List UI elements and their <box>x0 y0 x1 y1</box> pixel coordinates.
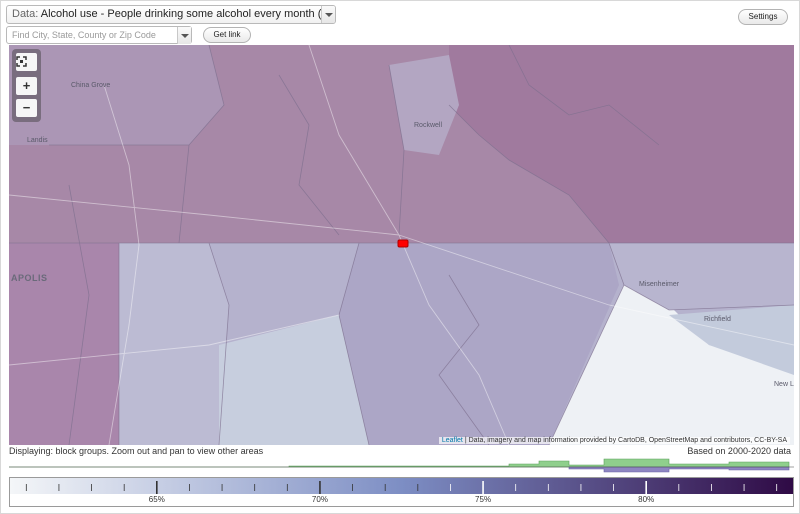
map-attribution: Leaflet | Data, imagery and map informat… <box>438 437 790 444</box>
map-region-light-triangle <box>549 285 794 445</box>
data-select-prefix: Data: <box>12 8 39 20</box>
legend-color-bar <box>10 478 793 494</box>
legend-tick-label: 70% <box>311 495 328 504</box>
zoom-in-button[interactable]: + <box>16 77 37 95</box>
map-region-richfield <box>669 305 794 375</box>
zoom-out-button[interactable]: − <box>16 99 37 117</box>
map-region-south-central <box>339 243 619 445</box>
fullscreen-icon <box>16 56 27 67</box>
place-label-rockwell: Rockwell <box>414 122 443 129</box>
place-label-apolis: APOLIS <box>11 273 48 283</box>
map-region-northwest <box>9 45 224 145</box>
place-label-china-grove: China Grove <box>71 82 111 89</box>
map-region-west-strip <box>9 243 119 445</box>
attribution-text: | Data, imagery and map information prov… <box>462 437 787 444</box>
data-select[interactable]: Data: Alcohol use - People drinking some… <box>6 5 336 24</box>
fullscreen-button[interactable] <box>16 53 37 71</box>
map-canvas <box>9 45 794 445</box>
data-select-value: Alcohol use - People drinking some alcoh… <box>40 8 335 20</box>
map-roads <box>9 45 794 445</box>
search-placeholder: Find City, State, County or Zip Code <box>12 30 156 40</box>
place-label-landis: Landis <box>27 137 48 144</box>
place-label-richfield: Richfield <box>704 316 731 323</box>
selected-area-highlight[interactable] <box>397 239 409 248</box>
data-years-note: Based on 2000-2020 data <box>687 446 791 456</box>
leaflet-link[interactable]: Leaflet <box>441 437 463 444</box>
place-label-new-l: New L <box>774 381 794 388</box>
zoom-control: + − <box>12 49 41 122</box>
value-histogram <box>9 458 794 473</box>
map-region-misenheimer <box>609 243 794 310</box>
place-label-misenheimer: Misenheimer <box>639 281 680 288</box>
display-level-note: Displaying: block groups. Zoom out and p… <box>9 446 264 456</box>
location-search-input[interactable]: Find City, State, County or Zip Code <box>6 26 192 44</box>
choropleth-map[interactable]: + − China Grove Landis Rockwell APOLIS M… <box>9 45 794 445</box>
legend-tick-label: 80% <box>638 495 655 504</box>
map-region-rockwell <box>389 55 459 155</box>
settings-button[interactable]: Settings <box>738 9 788 25</box>
chevron-down-icon[interactable] <box>321 6 335 23</box>
histogram-green <box>9 458 790 468</box>
legend-tick-label: 75% <box>475 495 492 504</box>
chevron-down-icon[interactable] <box>177 27 191 44</box>
map-region-northeast <box>449 45 794 243</box>
get-link-button[interactable]: Get link <box>203 27 251 43</box>
color-legend: 65% 70% 75% 80% <box>9 477 794 507</box>
legend-gradient <box>10 478 793 494</box>
map-region-south-light <box>219 315 369 445</box>
map-boundaries <box>9 45 794 445</box>
histogram-purple <box>568 466 790 473</box>
legend-minor-ticks <box>25 481 778 494</box>
map-region-southwest <box>119 243 229 445</box>
legend-tick-label: 65% <box>148 495 165 504</box>
